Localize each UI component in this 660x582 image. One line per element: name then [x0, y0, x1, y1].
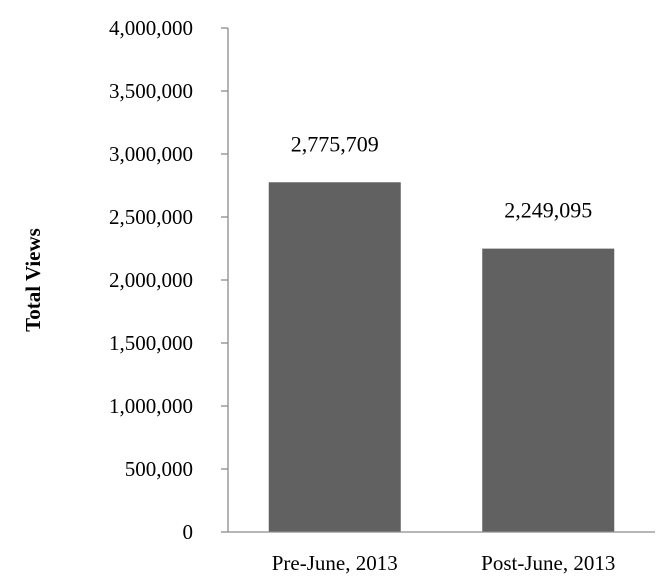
y-axis-title: Total Views	[21, 228, 45, 332]
y-tick-label: 2,500,000	[109, 205, 193, 229]
y-tick-label: 3,000,000	[109, 142, 193, 166]
y-axis-ticks: 0 500,000 1,000,000 1,500,000 2,000,000 2,500…	[109, 16, 228, 544]
y-tick-label: 4,000,000	[109, 16, 193, 40]
bar-value-label: 2,249,095	[504, 198, 592, 223]
y-tick-label: 500,000	[125, 457, 193, 481]
data-labels: 2,775,709 2,249,095	[291, 131, 593, 222]
x-axis-labels: Pre-June, 2013 Post-June, 2013	[272, 551, 616, 575]
bar	[482, 248, 615, 533]
bar	[268, 182, 401, 532]
y-tick-label: 3,500,000	[109, 79, 193, 103]
bar-value-label: 2,775,709	[291, 131, 379, 156]
bars	[268, 182, 615, 533]
category-label: Pre-June, 2013	[272, 551, 398, 575]
y-tick-label: 0	[183, 520, 194, 544]
y-tick-label: 1,000,000	[109, 394, 193, 418]
y-tick-label: 2,000,000	[109, 268, 193, 292]
y-tick-label: 1,500,000	[109, 331, 193, 355]
category-label: Post-June, 2013	[481, 551, 615, 575]
